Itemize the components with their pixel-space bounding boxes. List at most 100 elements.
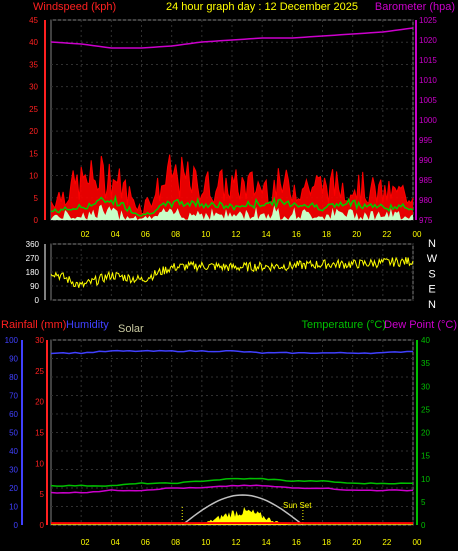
hour-tick-label: 14: [262, 230, 271, 239]
compass-tick-label: W: [427, 253, 438, 265]
barometer-tick-label: 980: [419, 196, 433, 205]
barometer-line: [50, 27, 414, 49]
humidity-tick-label: 30: [9, 466, 18, 475]
hour-tick-label: 18: [322, 230, 331, 239]
windspeed-tick-label: 25: [29, 105, 38, 114]
hour-tick-label: 16: [292, 538, 301, 547]
temperature-line: [50, 477, 414, 487]
windspeed-lull-area: [51, 204, 413, 220]
sunset-label: Sun Set: [283, 501, 312, 510]
windspeed-tick-label: 15: [29, 149, 38, 158]
degree-tick-label: 270: [26, 254, 40, 263]
hour-tick-label: 16: [292, 230, 301, 239]
hour-tick-label: 10: [201, 538, 210, 547]
rainfall-tick-label: 5: [40, 490, 45, 499]
graph-title: 24 hour graph day : 12 December 2025: [166, 1, 358, 13]
temperature-tick-label: 25: [421, 405, 430, 414]
temperature-axis-label: Temperature (°C): [302, 319, 386, 331]
degree-tick-label: 180: [26, 268, 40, 277]
windspeed-tick-label: 45: [29, 16, 38, 25]
hour-tick-label: 00: [413, 538, 422, 547]
humidity-tick-label: 50: [9, 429, 18, 438]
barometer-tick-label: 990: [419, 156, 433, 165]
humidity-tick-label: 90: [9, 355, 18, 364]
wind-barometer-panel: 0510152025303540459759809859909951000100…: [29, 16, 437, 239]
barometer-tick-label: 1025: [419, 16, 437, 25]
rainfall-axis-label: Rainfall (mm): [1, 319, 66, 331]
rainfall-tick-label: 15: [35, 429, 44, 438]
humidity-axis-label: Humidity: [66, 319, 109, 331]
wind-direction-trace: [50, 256, 414, 289]
compass-tick-label: S: [428, 268, 435, 280]
hour-tick-label: 04: [111, 230, 120, 239]
humidity-tick-label: 10: [9, 503, 18, 512]
solar-theoretical-arc: [181, 494, 304, 526]
windspeed-tick-label: 5: [34, 194, 39, 203]
hour-tick-label: 06: [141, 230, 150, 239]
barometer-tick-label: 985: [419, 176, 433, 185]
rainfall-tick-label: 20: [35, 398, 44, 407]
temperature-tick-label: 35: [421, 359, 430, 368]
windspeed-average-line: [50, 194, 414, 217]
barometer-axis-label: Barometer (hpa): [375, 1, 455, 13]
hour-tick-label: 18: [322, 538, 331, 547]
hour-tick-label: 20: [352, 230, 361, 239]
temperature-tick-label: 30: [421, 382, 430, 391]
windspeed-tick-label: 35: [29, 60, 38, 69]
barometer-tick-label: 1005: [419, 96, 437, 105]
hour-tick-label: 12: [232, 230, 241, 239]
solar-label: Solar: [118, 323, 144, 335]
barometer-tick-label: 1010: [419, 76, 437, 85]
windspeed-axis-label: Windspeed (kph): [33, 1, 116, 13]
rainfall-tick-label: 30: [35, 336, 44, 345]
hour-tick-label: 12: [232, 538, 241, 547]
temperature-tick-label: 5: [421, 498, 426, 507]
hour-tick-label: 22: [382, 538, 391, 547]
windspeed-tick-label: 30: [29, 83, 38, 92]
barometer-tick-label: 1015: [419, 56, 437, 65]
hour-tick-label: 20: [352, 538, 361, 547]
windspeed-gust-line: [50, 154, 414, 215]
hour-tick-label: 14: [262, 538, 271, 547]
barometer-tick-label: 995: [419, 136, 433, 145]
hour-tick-label: 04: [111, 538, 120, 547]
rainfall-tick-label: 25: [35, 367, 44, 376]
hour-tick-label: 02: [81, 538, 90, 547]
humidity-tick-label: 0: [14, 521, 19, 530]
degree-tick-label: 360: [26, 240, 40, 249]
humidity-tick-label: 20: [9, 484, 18, 493]
dew-point-line: [50, 484, 414, 494]
rainfall-tick-label: 0: [40, 521, 45, 530]
rainfall-tick-label: 10: [35, 459, 44, 468]
temperature-tick-label: 40: [421, 336, 430, 345]
hour-tick-label: 02: [81, 230, 90, 239]
compass-tick-label: N: [428, 238, 436, 250]
degree-tick-label: 90: [30, 282, 39, 291]
dew-point-axis-label: Dew Point (°C): [384, 319, 457, 331]
temperature-tick-label: 10: [421, 475, 430, 484]
hour-tick-label: 08: [171, 538, 180, 547]
hour-tick-label: 06: [141, 538, 150, 547]
windspeed-tick-label: 10: [29, 172, 38, 181]
hour-tick-label: 22: [382, 230, 391, 239]
barometer-tick-label: 1000: [419, 116, 437, 125]
windspeed-gust-area: [51, 154, 413, 220]
rain-humidity-temperature-panel: 0102030405060708090100051015202530051015…: [5, 336, 431, 547]
barometer-tick-label: 1020: [419, 36, 437, 45]
compass-tick-label: E: [428, 284, 435, 296]
humidity-tick-label: 70: [9, 392, 18, 401]
humidity-tick-label: 60: [9, 410, 18, 419]
humidity-tick-label: 100: [5, 336, 19, 345]
solar-radiation-area: [182, 507, 303, 525]
hour-tick-label: 10: [201, 230, 210, 239]
degree-tick-label: 0: [35, 296, 40, 305]
compass-tick-label: N: [428, 299, 436, 311]
humidity-line: [50, 349, 413, 355]
temperature-tick-label: 0: [421, 521, 426, 530]
windspeed-tick-label: 20: [29, 127, 38, 136]
hour-tick-label: 08: [171, 230, 180, 239]
windspeed-tick-label: 0: [34, 216, 39, 225]
hour-tick-label: 00: [413, 230, 422, 239]
